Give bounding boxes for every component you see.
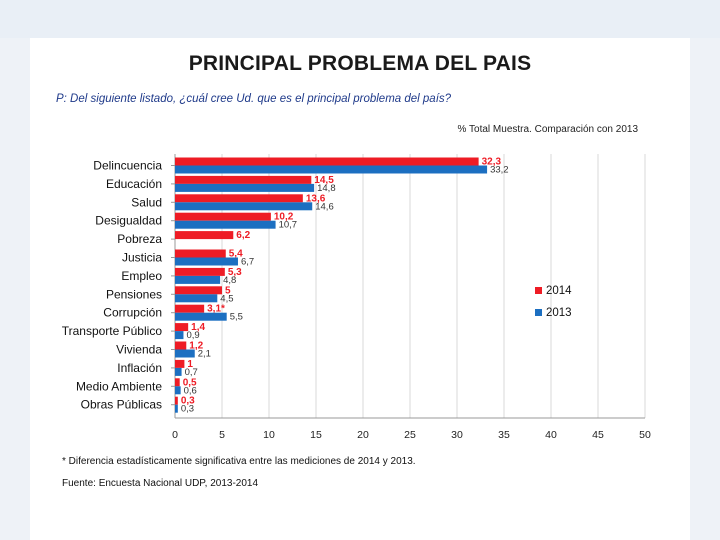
bar-2014 bbox=[175, 378, 180, 387]
bar-2014 bbox=[175, 194, 303, 203]
category-label: Delincuencia bbox=[93, 159, 162, 173]
bar-2014 bbox=[175, 323, 189, 332]
data-label-2014: 1,2 bbox=[189, 341, 203, 352]
data-label-2014: 5,3 bbox=[228, 267, 242, 278]
slide-canvas bbox=[30, 38, 690, 540]
data-label-2014: 10,2 bbox=[274, 212, 294, 223]
data-label-2014: 14,5 bbox=[314, 175, 334, 186]
data-label-2013: 14,8 bbox=[317, 183, 336, 194]
data-label-2014: 13,6 bbox=[306, 193, 326, 204]
bar-2013 bbox=[175, 275, 221, 284]
bar-2013 bbox=[175, 331, 184, 340]
bar-2013 bbox=[175, 183, 315, 192]
x-tick-label: 40 bbox=[545, 429, 557, 441]
data-label-2014: 5 bbox=[225, 285, 231, 296]
category-label: Educación bbox=[106, 177, 162, 191]
chart-subtitle: % Total Muestra. Comparación con 2013 bbox=[457, 124, 638, 135]
data-label-2013: 6,7 bbox=[241, 257, 254, 268]
survey-question: P: Del siguiente listado, ¿cuál cree Ud.… bbox=[56, 93, 452, 105]
right-margin bbox=[690, 38, 720, 540]
bar-2013 bbox=[175, 257, 238, 266]
category-label: Pensiones bbox=[106, 287, 162, 301]
slide-top-band bbox=[0, 0, 720, 38]
x-tick-label: 45 bbox=[592, 429, 604, 441]
bar-2014 bbox=[175, 341, 187, 350]
bar-2014 bbox=[175, 212, 271, 221]
x-tick-label: 30 bbox=[451, 429, 463, 441]
bar-2014 bbox=[175, 249, 226, 258]
category-label: Obras Públicas bbox=[81, 398, 162, 412]
bar-2013 bbox=[175, 312, 227, 321]
bar-2014 bbox=[175, 175, 312, 184]
x-tick-label: 35 bbox=[498, 429, 510, 441]
category-label: Inflación bbox=[117, 361, 162, 375]
x-tick-label: 5 bbox=[219, 429, 225, 441]
bar-2014 bbox=[175, 304, 205, 313]
data-label-2014: 6,2 bbox=[236, 230, 250, 241]
category-label: Desigualdad bbox=[95, 214, 162, 228]
bar-2014 bbox=[175, 286, 222, 295]
bar-2014 bbox=[175, 231, 234, 240]
bar-2013 bbox=[175, 404, 178, 413]
bar-2014 bbox=[175, 359, 185, 368]
data-label-2013: 0,3 bbox=[181, 404, 194, 415]
category-label: Justicia bbox=[122, 251, 162, 265]
data-label-2014: 0,5 bbox=[183, 377, 197, 388]
page-title: PRINCIPAL PROBLEMA DEL PAIS bbox=[188, 52, 532, 75]
data-label-2013: 10,7 bbox=[279, 220, 298, 231]
category-label: Medio Ambiente bbox=[76, 379, 162, 393]
data-label-2013: 0,6 bbox=[184, 385, 197, 396]
legend-swatch bbox=[535, 309, 542, 316]
data-label-2014: 0,3 bbox=[181, 396, 195, 407]
x-tick-label: 10 bbox=[263, 429, 275, 441]
bar-2013 bbox=[175, 386, 181, 395]
category-label: Transporte Público bbox=[62, 324, 163, 338]
category-label: Pobreza bbox=[117, 232, 162, 246]
bar-2014 bbox=[175, 157, 479, 166]
data-label-2013: 0,7 bbox=[185, 367, 198, 378]
bar-2013 bbox=[175, 220, 276, 229]
bar-2013 bbox=[175, 294, 218, 303]
x-tick-label: 15 bbox=[310, 429, 322, 441]
category-label: Empleo bbox=[121, 269, 162, 283]
footnote: * Diferencia estadísticamente significat… bbox=[62, 456, 416, 467]
data-label-2013: 5,5 bbox=[230, 312, 243, 323]
data-label-2014: 1 bbox=[187, 359, 193, 370]
bar-2014 bbox=[175, 267, 225, 276]
data-label-2013: 4,8 bbox=[223, 275, 236, 286]
legend-label: 2013 bbox=[546, 307, 572, 319]
x-tick-label: 0 bbox=[172, 429, 178, 441]
x-tick-label: 50 bbox=[639, 429, 651, 441]
data-label-2013: 14,6 bbox=[315, 201, 334, 212]
legend-swatch bbox=[535, 287, 542, 294]
left-margin bbox=[0, 38, 30, 540]
x-tick-label: 25 bbox=[404, 429, 416, 441]
source-note: Fuente: Encuesta Nacional UDP, 2013-2014 bbox=[62, 478, 259, 489]
data-label-2014: 3,1* bbox=[207, 304, 225, 315]
data-label-2014: 32,3 bbox=[482, 157, 502, 168]
bar-2013 bbox=[175, 349, 195, 358]
x-tick-label: 20 bbox=[357, 429, 369, 441]
data-label-2013: 0,9 bbox=[186, 330, 199, 341]
bar-2014 bbox=[175, 396, 178, 405]
bar-2013 bbox=[175, 202, 313, 211]
bar-2013 bbox=[175, 367, 182, 376]
data-label-2013: 4,5 bbox=[220, 293, 233, 304]
data-label-2013: 2,1 bbox=[198, 349, 211, 360]
bar-2013 bbox=[175, 165, 488, 174]
category-label: Vivienda bbox=[116, 343, 162, 357]
category-label: Salud bbox=[131, 195, 162, 209]
legend-label: 2014 bbox=[546, 285, 572, 297]
data-label-2014: 5,4 bbox=[229, 249, 243, 260]
data-label-2014: 1,4 bbox=[191, 322, 205, 333]
data-label-2013: 33,2 bbox=[490, 165, 509, 176]
category-label: Corrupción bbox=[103, 306, 162, 320]
